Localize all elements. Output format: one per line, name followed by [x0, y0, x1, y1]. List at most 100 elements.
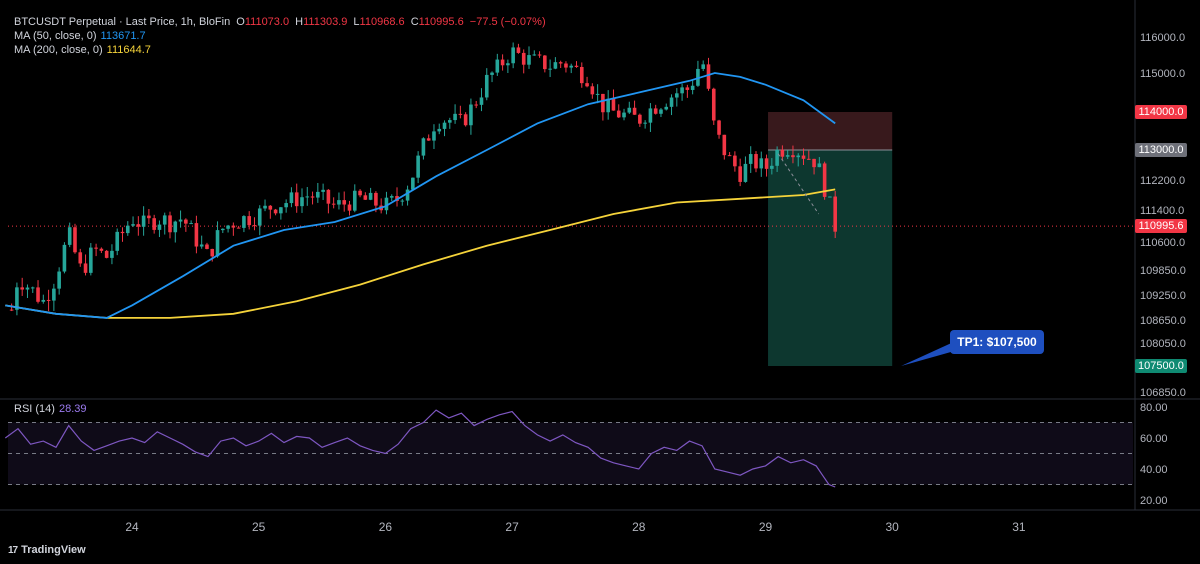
- candle: [680, 87, 684, 94]
- candle: [764, 158, 769, 169]
- ma200-value: 111644.7: [106, 44, 151, 56]
- candle: [701, 64, 706, 69]
- candle: [822, 163, 827, 197]
- candle: [358, 190, 362, 196]
- candle: [384, 197, 389, 211]
- candle: [273, 209, 278, 214]
- candle: [574, 65, 579, 67]
- candle: [168, 215, 172, 233]
- candle: [706, 64, 711, 89]
- candle: [537, 54, 542, 56]
- stop-loss-zone: [768, 112, 893, 150]
- candle: [67, 227, 72, 245]
- candle: [400, 200, 405, 202]
- rsi-legend[interactable]: RSI (14) 28.39: [14, 402, 87, 416]
- candle: [131, 224, 135, 226]
- price-tag: 107500.0: [1135, 359, 1187, 373]
- ma50-label: MA (50, close, 0): [14, 30, 97, 42]
- ma200-legend[interactable]: MA (200, close, 0) 111644.7: [14, 43, 151, 57]
- candle: [833, 196, 837, 232]
- date-tick-label: 29: [758, 520, 773, 534]
- candle: [595, 93, 600, 95]
- tradingview-brand[interactable]: 17 TradingView: [8, 544, 86, 556]
- price-tick-label: 115000.0: [1140, 68, 1185, 80]
- candle: [553, 62, 558, 69]
- candle: [194, 223, 199, 247]
- price-tick-label: 111400.0: [1140, 205, 1184, 217]
- candle: [738, 166, 742, 182]
- symbol-title: BTCUSDT Perpetual · Last Price, 1h, BloF…: [14, 16, 231, 28]
- candle: [590, 86, 595, 95]
- candle: [405, 189, 410, 201]
- candle: [801, 155, 806, 159]
- rsi-tick-label: 60.00: [1140, 433, 1168, 445]
- candle: [110, 250, 114, 258]
- tradingview-logo-icon: 17: [8, 544, 18, 556]
- candle: [426, 138, 431, 141]
- candle: [389, 196, 394, 198]
- price-tag: 113000.0: [1135, 143, 1187, 157]
- candle: [337, 200, 341, 205]
- candle: [252, 225, 257, 227]
- candle: [136, 224, 141, 227]
- candle: [374, 192, 378, 206]
- candle: [305, 196, 310, 198]
- date-tick-label: 31: [1012, 520, 1026, 534]
- candle: [147, 215, 151, 219]
- candle: [15, 287, 19, 310]
- rsi-label: RSI (14): [14, 403, 55, 415]
- date-tick-label: 24: [125, 520, 139, 534]
- candle: [331, 203, 336, 205]
- candle: [828, 196, 832, 198]
- candle: [616, 110, 621, 118]
- candle: [25, 287, 30, 290]
- candle: [57, 271, 61, 289]
- price-tag: 114000.0: [1135, 105, 1187, 119]
- candle: [162, 215, 167, 225]
- candle: [120, 231, 125, 234]
- candle: [469, 104, 473, 126]
- candle: [727, 155, 732, 157]
- open-key: O: [236, 16, 245, 28]
- close-value: 110995.6: [418, 16, 464, 28]
- low-value: 110968.6: [359, 16, 405, 28]
- close-key: C: [410, 16, 419, 28]
- candle: [178, 219, 183, 222]
- candle: [490, 72, 494, 75]
- candle: [627, 107, 632, 113]
- candle: [347, 204, 352, 211]
- rsi-tick-label: 40.00: [1140, 464, 1168, 476]
- price-tick-label: 109250.0: [1140, 290, 1186, 302]
- price-tick-label: 108050.0: [1140, 338, 1186, 350]
- candle: [685, 87, 690, 90]
- rsi-tick-label: 20.00: [1140, 495, 1168, 507]
- candle: [104, 250, 109, 258]
- rsi-value: 28.39: [58, 403, 87, 415]
- candle: [215, 230, 220, 257]
- candle: [448, 120, 452, 123]
- symbol-legend: BTCUSDT Perpetual · Last Price, 1h, BloF…: [14, 15, 546, 29]
- candle: [521, 52, 526, 65]
- candle: [622, 112, 626, 118]
- candle: [157, 224, 162, 230]
- projection-line: [777, 153, 820, 215]
- candle: [796, 155, 801, 158]
- candle: [453, 113, 457, 121]
- candle: [99, 248, 104, 251]
- candle: [152, 218, 156, 230]
- candle: [62, 244, 67, 272]
- candle: [780, 149, 785, 157]
- candle: [669, 97, 674, 107]
- candle: [743, 163, 748, 182]
- change-value: −77.5 (−0.07%): [469, 16, 546, 28]
- ma50-legend[interactable]: MA (50, close, 0) 113671.7: [14, 29, 146, 43]
- candle: [484, 74, 489, 98]
- candle: [770, 165, 774, 169]
- take-profit-zone: [768, 150, 893, 366]
- candle: [653, 108, 658, 114]
- candle: [632, 107, 637, 115]
- candle: [511, 47, 515, 64]
- tp1-callout[interactable]: TP1: $107,500: [950, 330, 1044, 354]
